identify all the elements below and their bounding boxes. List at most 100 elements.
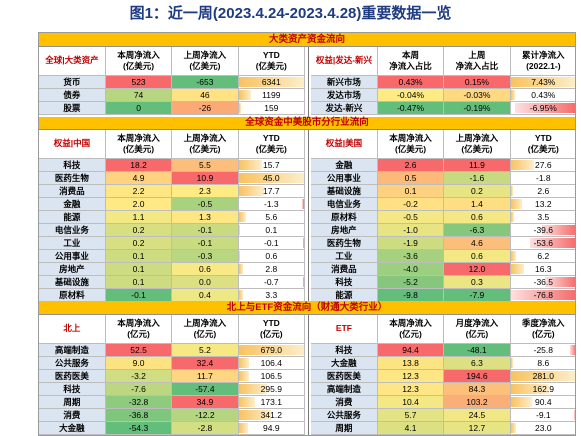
ytd-cell: -1.3 [238, 197, 306, 211]
value-cell: 5.2 [171, 343, 239, 357]
value-cell: 74 [105, 88, 173, 102]
table-row: 基础设施 0.1 0.0 -0.7 [39, 275, 306, 289]
value-cell: 12.3 [377, 382, 445, 396]
ytd-value: 0.43% [531, 89, 556, 100]
table-row: 房地产 -1.0 -6.3 -39.6 [311, 223, 575, 237]
ytd-bar [238, 344, 304, 355]
ytd-bar [530, 237, 575, 248]
row-label: 新兴市场 [311, 75, 378, 89]
ytd-value: 6.2 [537, 250, 550, 261]
ytd-bar [574, 409, 575, 420]
ytd-cell: -53.6 [510, 236, 575, 250]
value-cell: 1.1 [105, 210, 173, 224]
ytd-value: -39.6 [533, 224, 553, 235]
table-row: 金融 2.6 11.9 27.6 [311, 158, 575, 172]
column-header: YTD (亿元) [238, 315, 306, 344]
ytd-cell: 23.0 [510, 421, 575, 435]
value-cell: 18.2 [105, 158, 173, 172]
ytd-value: -76.8 [533, 289, 553, 300]
table-row: 医药生物 4.9 10.9 45.0 [39, 171, 306, 185]
value-cell: -54.3 [105, 421, 173, 435]
ytd-cell: 3.5 [510, 210, 575, 224]
table-corner-label: 北上 [39, 315, 106, 344]
value-cell: 24.5 [443, 408, 511, 422]
ytd-cell: -0.1 [238, 236, 306, 250]
table-corner-label: 权益|发达-新兴 [311, 47, 378, 76]
ytd-cell: -39.6 [510, 223, 575, 237]
column-header: 月度净流入 (亿元) [443, 315, 511, 344]
ytd-bar [303, 237, 304, 248]
column-header: 上周净流入 (亿美元) [171, 130, 239, 159]
ytd-value: -25.8 [533, 344, 553, 355]
ytd-value: -6.95% [529, 102, 557, 113]
ytd-value: 7.43% [531, 76, 556, 87]
row-label: 工业 [39, 236, 106, 250]
ytd-value: 16.3 [535, 263, 552, 274]
ytd-bar [510, 357, 513, 368]
row-label: 高端制造 [311, 382, 378, 396]
page-title: 图1：近一周(2023.4.24-2023.4.28)重要数据一览 [129, 5, 452, 22]
header-row: 北上 本周净流入 (亿元) 上周净流入 (亿元) YTD (亿元) [39, 315, 306, 344]
table-row: 大金融 13.8 6.3 8.6 [311, 356, 575, 370]
value-cell: 0.5 [377, 171, 445, 185]
value-cell: -2.8 [171, 421, 239, 435]
ytd-cell: 15.7 [238, 158, 306, 172]
ytd-value: 106.4 [260, 357, 282, 368]
column-header: 本周净流入 (亿元) [377, 315, 445, 344]
row-label: 大金融 [39, 421, 106, 435]
column-header: 累计净流入 (2022.1-) [510, 47, 575, 76]
value-cell: 0.1 [377, 184, 445, 198]
row-label: 科技 [39, 158, 106, 172]
ytd-bar [544, 276, 575, 287]
table-row: 基础设施 0.1 0.2 2.6 [311, 184, 575, 198]
value-cell: 10.4 [377, 395, 445, 409]
ytd-bar [510, 250, 516, 261]
row-label: 科技 [311, 275, 378, 289]
value-cell: -653 [171, 75, 239, 89]
divider [308, 130, 309, 301]
ytd-bar [510, 76, 575, 87]
row-label: 发达市场 [311, 88, 378, 102]
value-cell: -32.8 [105, 395, 173, 409]
divider [308, 315, 309, 435]
value-cell: 2.0 [105, 197, 173, 211]
value-cell: 4.6 [443, 236, 511, 250]
panel-northbound: 北上 本周净流入 (亿元) 上周净流入 (亿元) YTD (亿元) 高端制造 52.5 5.2 67… [39, 315, 306, 435]
ytd-cell: 7.43% [510, 75, 575, 89]
ytd-value: 94.9 [263, 422, 280, 433]
data-sheet: 大类资产资金流向 全球|大类资产 本周净流入 (亿美元) 上周净流入 (亿美元) YTD(… [38, 32, 576, 436]
value-cell: 5.5 [171, 158, 239, 172]
row-label: 消费品 [311, 262, 378, 276]
value-cell: 2.3 [171, 184, 239, 198]
data-table: ETF 本周净流入 (亿元) 月度净流入 (亿元) 季度净流入 (亿元) 科技 94.4 -48.… [311, 315, 575, 435]
table-row: 消费品 -4.0 12.0 16.3 [311, 262, 575, 276]
value-cell: 94.4 [377, 343, 445, 357]
row-label: 公共服务 [39, 356, 106, 370]
ytd-bar [238, 224, 240, 235]
ytd-bar [238, 263, 243, 274]
value-cell: 2.6 [377, 158, 445, 172]
ytd-bar [574, 172, 575, 183]
value-cell: -3.6 [377, 249, 445, 263]
ytd-bar [302, 198, 304, 209]
value-cell: -48.1 [443, 343, 511, 357]
ytd-bar [570, 344, 575, 355]
table-row: 高端制造 12.3 84.3 162.9 [311, 382, 575, 396]
value-cell: -1.0 [377, 223, 445, 237]
table-row: 消费 10.4 103.2 90.4 [311, 395, 575, 409]
row-label: 房地产 [311, 223, 378, 237]
value-cell: -26 [171, 101, 239, 115]
ytd-cell: -36.5 [510, 275, 575, 289]
value-cell: 0.6 [443, 210, 511, 224]
panel-dev-vs-emerging: 权益|发达-新兴 本周 净流入占比 上周 净流入占比 累计净流入 (2022.1-) 新兴市场… [311, 47, 575, 115]
value-cell: -1.9 [377, 236, 445, 250]
table-row: 公用事业 0.5 -1.6 -1.8 [311, 171, 575, 185]
ytd-cell: 16.3 [510, 262, 575, 276]
ytd-value: 6341 [261, 76, 281, 87]
panel-global-assets: 全球|大类资产 本周净流入 (亿美元) 上周净流入 (亿美元) YTD (亿美元) 货币 523… [39, 47, 306, 115]
value-cell: 0.6 [171, 262, 239, 276]
value-cell: 13.8 [377, 356, 445, 370]
ytd-cell: 159 [238, 101, 306, 115]
ytd-bar [510, 185, 513, 196]
ytd-cell: 17.7 [238, 184, 306, 198]
